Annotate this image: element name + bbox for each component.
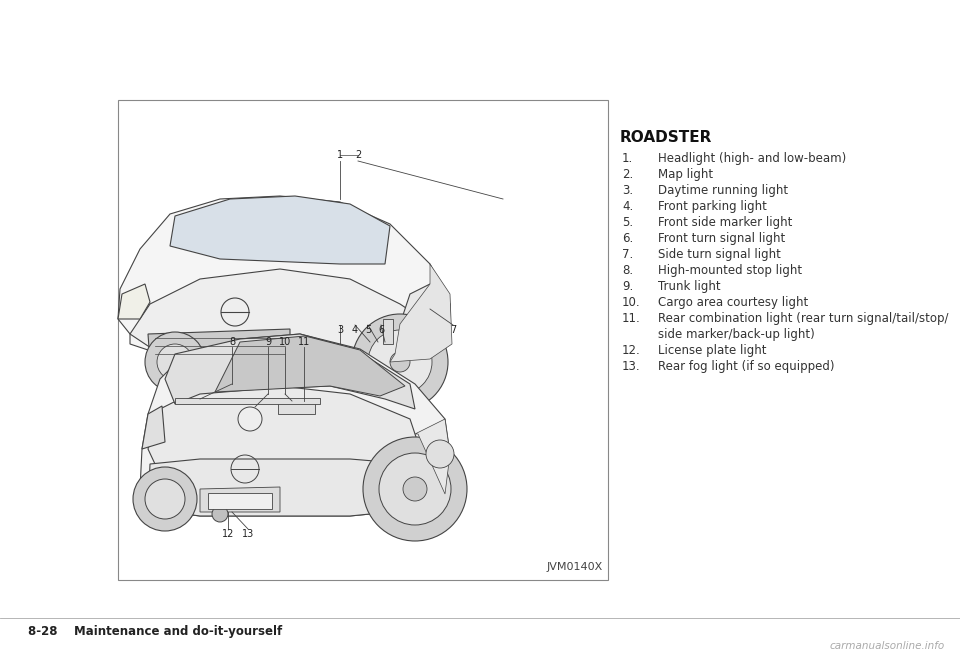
Text: Headlight (high- and low-beam): Headlight (high- and low-beam)	[658, 152, 847, 165]
Text: Daytime running light: Daytime running light	[658, 184, 788, 197]
Text: 12.: 12.	[622, 344, 640, 357]
Polygon shape	[390, 284, 450, 362]
Text: 1.: 1.	[622, 152, 634, 165]
Text: 11: 11	[298, 337, 310, 347]
Polygon shape	[415, 419, 450, 494]
Text: Front parking light: Front parking light	[658, 200, 767, 213]
Text: 5: 5	[365, 325, 372, 335]
Polygon shape	[148, 459, 420, 516]
Circle shape	[157, 344, 193, 380]
Circle shape	[133, 467, 197, 531]
Polygon shape	[390, 264, 452, 362]
Text: 6.: 6.	[622, 232, 634, 245]
Polygon shape	[215, 336, 405, 396]
Circle shape	[212, 506, 228, 522]
Polygon shape	[130, 269, 430, 364]
Text: 1: 1	[337, 150, 343, 160]
Polygon shape	[140, 334, 450, 516]
Text: License plate light: License plate light	[658, 344, 766, 357]
Text: 3: 3	[337, 325, 343, 335]
Circle shape	[368, 330, 432, 394]
Circle shape	[363, 437, 467, 541]
Text: 6: 6	[378, 325, 384, 335]
Text: High-mounted stop light: High-mounted stop light	[658, 264, 803, 277]
Text: Cargo area courtesy light: Cargo area courtesy light	[658, 296, 808, 309]
Circle shape	[145, 332, 205, 392]
Text: 4.: 4.	[622, 200, 634, 213]
Polygon shape	[118, 196, 450, 366]
Text: 10.: 10.	[622, 296, 640, 309]
Text: Map light: Map light	[658, 168, 713, 181]
Polygon shape	[148, 329, 290, 362]
Circle shape	[403, 477, 427, 501]
Polygon shape	[148, 386, 420, 472]
Circle shape	[238, 407, 262, 431]
Text: 13.: 13.	[622, 360, 640, 373]
Text: 8.: 8.	[622, 264, 634, 277]
Text: ROADSTER: ROADSTER	[620, 130, 712, 145]
Text: carmanualsonline.info: carmanualsonline.info	[829, 641, 945, 651]
Polygon shape	[118, 284, 150, 319]
Text: Front side marker light: Front side marker light	[658, 216, 792, 229]
Text: 4: 4	[352, 325, 358, 335]
Text: 12: 12	[222, 529, 234, 539]
Text: Rear combination light (rear turn signal/tail/stop/: Rear combination light (rear turn signal…	[658, 312, 948, 325]
Text: 11.: 11.	[622, 312, 640, 325]
Text: 5.: 5.	[622, 216, 634, 229]
Text: 8: 8	[228, 337, 235, 347]
Bar	[118, 100, 608, 580]
Polygon shape	[383, 319, 393, 344]
Text: 9.: 9.	[622, 280, 634, 293]
Polygon shape	[165, 334, 415, 409]
Text: Rear fog light (if so equipped): Rear fog light (if so equipped)	[658, 360, 834, 373]
Text: 10: 10	[278, 337, 291, 347]
Bar	[175, 398, 320, 404]
Polygon shape	[170, 196, 390, 264]
Text: 9: 9	[265, 337, 271, 347]
Text: Front turn signal light: Front turn signal light	[658, 232, 785, 245]
Polygon shape	[142, 406, 165, 449]
Text: side marker/back-up light): side marker/back-up light)	[658, 328, 815, 341]
Text: 8-28    Maintenance and do-it-yourself: 8-28 Maintenance and do-it-yourself	[28, 625, 282, 639]
Circle shape	[177, 504, 193, 520]
Circle shape	[145, 479, 185, 519]
Text: JVM0140X: JVM0140X	[547, 562, 603, 572]
Circle shape	[379, 453, 451, 525]
Text: Trunk light: Trunk light	[658, 280, 721, 293]
Text: 7.: 7.	[622, 248, 634, 261]
Text: 13: 13	[242, 529, 254, 539]
Text: 3.: 3.	[622, 184, 634, 197]
Polygon shape	[278, 401, 315, 414]
Circle shape	[352, 314, 448, 410]
Polygon shape	[200, 487, 280, 512]
Circle shape	[390, 352, 410, 372]
Circle shape	[426, 440, 454, 468]
Bar	[208, 493, 272, 509]
Text: 2.: 2.	[622, 168, 634, 181]
Text: Side turn signal light: Side turn signal light	[658, 248, 780, 261]
Text: 7: 7	[450, 325, 456, 335]
Text: 2: 2	[355, 150, 361, 160]
